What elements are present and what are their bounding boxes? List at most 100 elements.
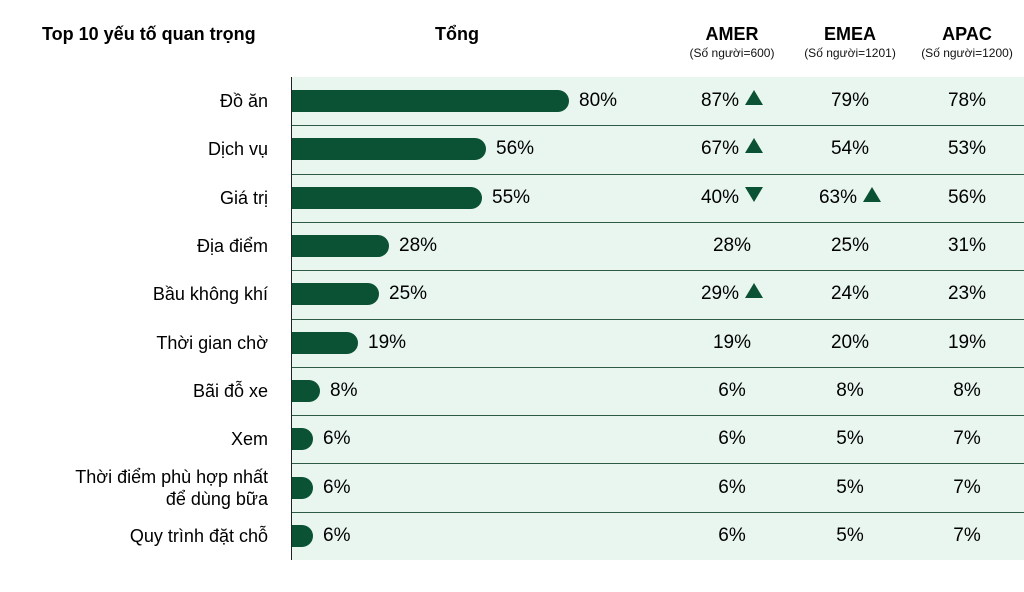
bar xyxy=(292,283,379,305)
triangle-up-icon xyxy=(745,90,764,105)
region-value-text: 24% xyxy=(830,283,870,304)
column-header-apac: APAC xyxy=(942,24,992,44)
category-label: Thời gian chờ xyxy=(156,332,268,354)
region-value-emea: 24% xyxy=(790,283,910,305)
region-value-apac: 8% xyxy=(907,380,1024,402)
region-value-emea: 63% xyxy=(790,187,910,209)
bar-value-label: 19% xyxy=(368,332,407,353)
row-separator xyxy=(292,319,1024,320)
region-value-amer: 6% xyxy=(672,428,792,450)
region-value-text: 5% xyxy=(836,428,864,449)
bar-value-label: 8% xyxy=(330,380,358,401)
bar-value-label: 80% xyxy=(579,90,618,111)
category-label-line: Thời điểm phù hợp nhất xyxy=(75,467,268,487)
region-value-apac: 19% xyxy=(907,332,1024,354)
bar xyxy=(292,477,313,499)
bar-value-label: 55% xyxy=(492,187,531,208)
region-value-text: 8% xyxy=(836,380,864,401)
region-value-text: 56% xyxy=(947,187,987,208)
category-label: Đồ ăn xyxy=(220,90,268,112)
chart-title: Top 10 yếu tố quan trọng xyxy=(42,24,256,44)
category-label-line: Dịch vụ xyxy=(207,139,268,159)
category-label: Giá trị xyxy=(220,187,268,209)
region-value-text: 7% xyxy=(953,525,981,546)
region-value-emea: 5% xyxy=(790,477,910,499)
bar xyxy=(292,187,482,209)
region-value-emea: 25% xyxy=(790,235,910,257)
bar-value-label: 6% xyxy=(323,428,351,449)
region-value-emea: 79% xyxy=(790,90,910,112)
region-value-text: 53% xyxy=(947,138,987,159)
category-label: Thời điểm phù hợp nhất để dùng bữa xyxy=(75,466,268,510)
category-label: Bầu không khí xyxy=(153,283,268,305)
row-separator xyxy=(292,415,1024,416)
region-value-text: 7% xyxy=(953,477,981,498)
category-label: Bãi đỗ xe xyxy=(193,380,268,402)
region-value-amer: 6% xyxy=(672,525,792,547)
bar xyxy=(292,525,313,547)
bar xyxy=(292,380,320,402)
region-value-emea: 54% xyxy=(790,138,910,160)
region-value-text: 5% xyxy=(836,477,864,498)
region-value-amer: 28% xyxy=(672,235,792,257)
region-value-text: 31% xyxy=(947,235,987,256)
triangle-up-icon xyxy=(863,187,882,202)
region-value-amer: 6% xyxy=(672,380,792,402)
region-value-apac: 31% xyxy=(907,235,1024,257)
region-value-apac: 7% xyxy=(907,525,1024,547)
bar xyxy=(292,90,569,112)
column-sub-amer: (Số người=600) xyxy=(689,46,775,60)
region-value-apac: 7% xyxy=(907,477,1024,499)
region-value-apac: 56% xyxy=(907,187,1024,209)
region-value-emea: 5% xyxy=(790,525,910,547)
column-header-total: Tổng xyxy=(435,24,479,44)
region-value-emea: 8% xyxy=(790,380,910,402)
row-separator xyxy=(292,463,1024,464)
region-value-text: 7% xyxy=(953,428,981,449)
region-value-text: 67% xyxy=(700,138,740,159)
bar xyxy=(292,138,486,160)
region-value-apac: 78% xyxy=(907,90,1024,112)
y-axis-line xyxy=(291,77,292,560)
region-value-text: 20% xyxy=(830,332,870,353)
bar-value-label: 25% xyxy=(389,283,428,304)
bar-value-label: 28% xyxy=(399,235,438,256)
region-value-text: 25% xyxy=(830,235,870,256)
triangle-up-icon xyxy=(745,283,764,298)
category-label-line: Bãi đỗ xe xyxy=(192,381,268,401)
category-label-line: Địa điểm xyxy=(196,236,268,256)
bar xyxy=(292,428,313,450)
region-value-text: 29% xyxy=(700,283,740,304)
category-label-line: Quy trình đặt chỗ xyxy=(129,526,268,546)
region-value-apac: 53% xyxy=(907,138,1024,160)
bar-value-label: 6% xyxy=(323,477,351,498)
category-label-line: để dùng bữa xyxy=(165,489,268,509)
bar-value-label: 6% xyxy=(323,525,351,546)
region-value-amer: 87% xyxy=(672,90,792,112)
region-value-text: 6% xyxy=(718,477,746,498)
region-value-text: 63% xyxy=(818,187,858,208)
category-label: Dịch vụ xyxy=(208,138,268,160)
region-value-text: 79% xyxy=(830,90,870,111)
region-value-text: 19% xyxy=(947,332,987,353)
category-label-line: Bầu không khí xyxy=(152,284,268,304)
region-value-apac: 7% xyxy=(907,428,1024,450)
region-value-text: 5% xyxy=(836,525,864,546)
category-label: Xem xyxy=(231,428,268,450)
row-separator xyxy=(292,174,1024,175)
region-value-text: 6% xyxy=(718,428,746,449)
row-separator xyxy=(292,125,1024,126)
region-value-amer: 6% xyxy=(672,477,792,499)
region-value-text: 87% xyxy=(700,90,740,111)
region-value-emea: 5% xyxy=(790,428,910,450)
region-value-text: 6% xyxy=(718,380,746,401)
triangle-down-icon xyxy=(745,187,764,202)
category-label-line: Thời gian chờ xyxy=(156,333,268,353)
bar xyxy=(292,332,358,354)
region-value-amer: 40% xyxy=(672,187,792,209)
region-value-emea: 20% xyxy=(790,332,910,354)
region-value-text: 78% xyxy=(947,90,987,111)
region-value-text: 54% xyxy=(830,138,870,159)
column-header-emea: EMEA xyxy=(823,24,876,44)
row-separator xyxy=(292,222,1024,223)
